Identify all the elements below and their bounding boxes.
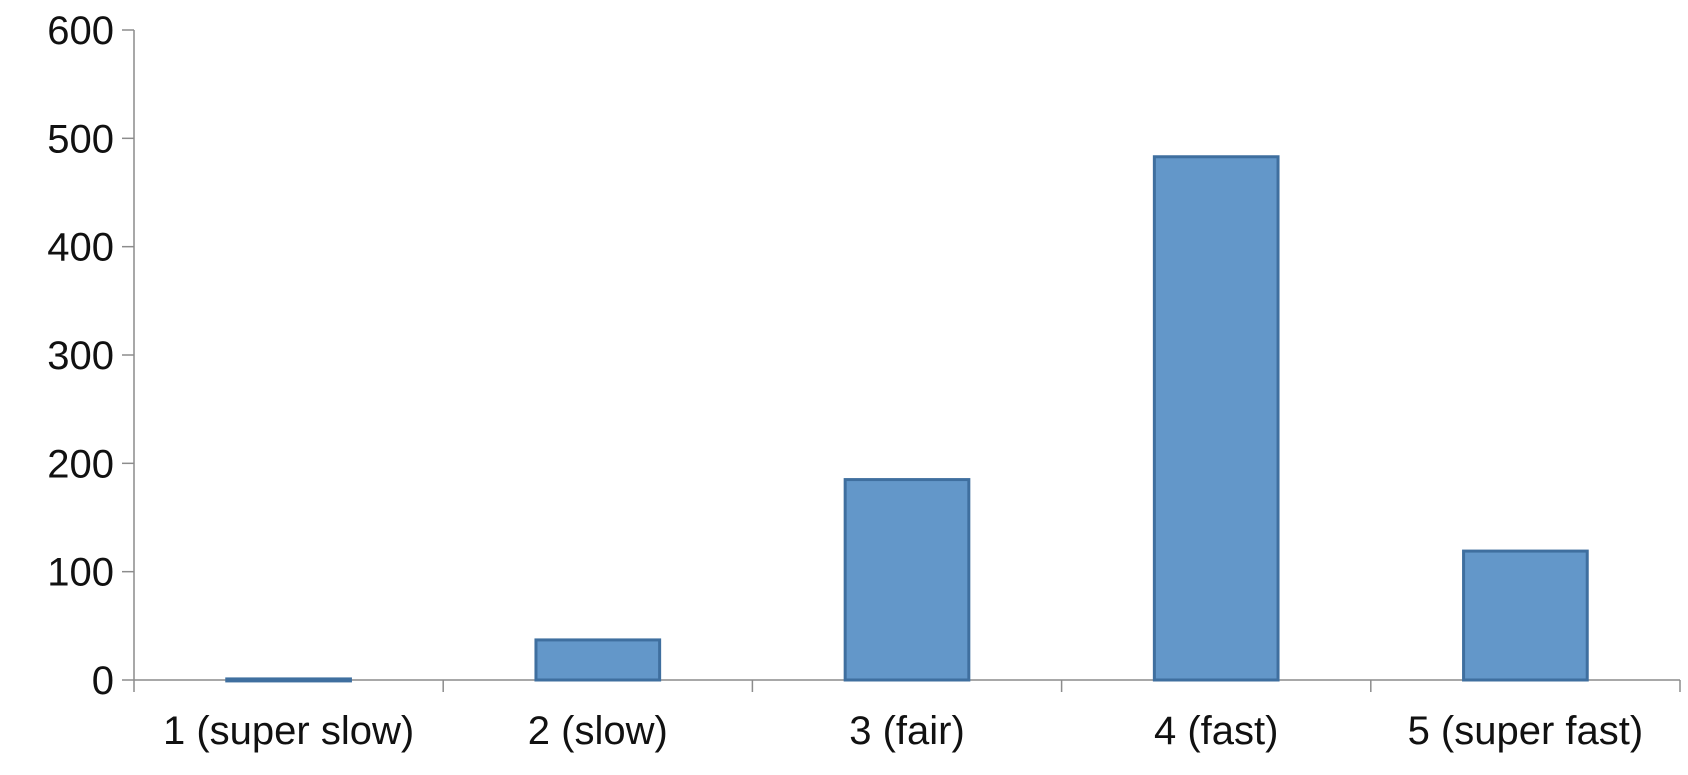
bar-3: [843, 478, 971, 682]
y-tick-label: 500: [47, 117, 114, 161]
y-tick-label: 600: [47, 9, 114, 53]
x-tick-label: 5 (super fast): [1408, 709, 1644, 753]
y-axis: 0 100 200 300 400 500 600: [47, 9, 135, 703]
x-tick-label: 3 (fair): [849, 709, 965, 753]
x-axis: 1 (super slow) 2 (slow) 3 (fair) 4 (fast) 5 …: [133, 679, 1681, 753]
y-tick-label: 300: [47, 334, 114, 378]
x-tick-label: 4 (fast): [1154, 709, 1278, 753]
bar-1: [225, 677, 352, 683]
bars: [225, 155, 1589, 683]
y-tick-label: 100: [47, 551, 114, 595]
y-tick-label: 200: [47, 442, 114, 486]
bar-2: [534, 638, 662, 682]
y-tick-label: 400: [47, 226, 114, 270]
bar-4: [1152, 155, 1280, 682]
x-tick-label: 1 (super slow): [163, 709, 414, 753]
bar-5: [1462, 549, 1589, 682]
y-tick-label: 0: [92, 659, 114, 703]
x-tick-label: 2 (slow): [528, 709, 668, 753]
